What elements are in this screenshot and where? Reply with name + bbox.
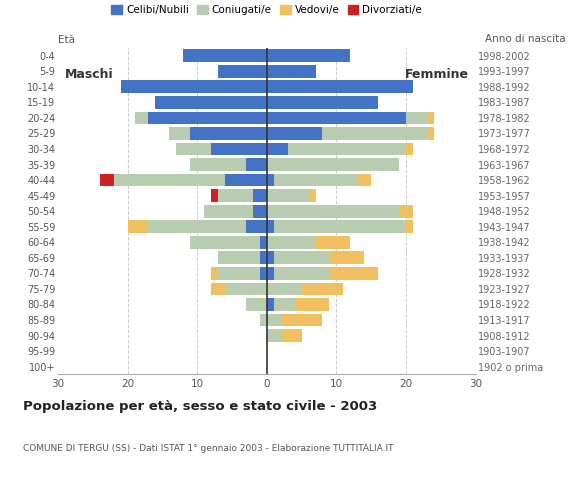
Bar xyxy=(309,189,316,202)
Bar xyxy=(218,252,260,264)
Bar xyxy=(274,298,295,311)
Bar xyxy=(267,81,413,93)
Bar xyxy=(274,174,357,187)
Bar xyxy=(267,236,316,249)
Bar xyxy=(267,174,274,187)
Bar xyxy=(281,313,322,326)
Bar xyxy=(260,267,267,280)
Bar xyxy=(406,111,427,124)
Bar xyxy=(406,220,413,233)
Bar xyxy=(267,96,378,109)
Bar xyxy=(246,220,267,233)
Bar xyxy=(267,313,281,326)
Bar xyxy=(267,189,309,202)
Bar xyxy=(267,127,322,140)
Bar xyxy=(267,158,399,171)
Bar xyxy=(204,205,253,217)
Bar xyxy=(218,189,253,202)
Text: COMUNE DI TERGU (SS) - Dati ISTAT 1° gennaio 2003 - Elaborazione TUTTITALIA.IT: COMUNE DI TERGU (SS) - Dati ISTAT 1° gen… xyxy=(23,444,394,453)
Bar xyxy=(218,65,267,78)
Bar xyxy=(121,81,267,93)
Bar xyxy=(128,220,148,233)
Legend: Celibi/Nubili, Coniugati/e, Vedovi/e, Divorziati/e: Celibi/Nubili, Coniugati/e, Vedovi/e, Di… xyxy=(107,1,426,19)
Bar xyxy=(267,49,350,62)
Bar xyxy=(211,283,225,295)
Bar xyxy=(176,143,211,156)
Text: Popolazione per età, sesso e stato civile - 2003: Popolazione per età, sesso e stato civil… xyxy=(23,400,378,413)
Bar xyxy=(329,267,378,280)
Bar xyxy=(274,252,329,264)
Text: Maschi: Maschi xyxy=(65,68,114,81)
Bar xyxy=(135,111,148,124)
Bar xyxy=(267,205,399,217)
Bar xyxy=(246,158,267,171)
Text: Età: Età xyxy=(58,35,75,45)
Bar xyxy=(329,252,364,264)
Bar xyxy=(211,143,267,156)
Bar xyxy=(211,267,218,280)
Bar xyxy=(246,298,267,311)
Bar xyxy=(295,298,329,311)
Bar xyxy=(399,205,413,217)
Bar xyxy=(218,267,260,280)
Bar xyxy=(281,329,302,342)
Bar xyxy=(260,252,267,264)
Bar xyxy=(267,329,281,342)
Bar xyxy=(155,96,267,109)
Bar xyxy=(267,65,316,78)
Bar xyxy=(190,158,246,171)
Bar xyxy=(148,220,246,233)
Bar xyxy=(211,189,218,202)
Bar xyxy=(225,174,267,187)
Bar xyxy=(267,111,406,124)
Text: Femmine: Femmine xyxy=(405,68,469,81)
Bar xyxy=(427,127,434,140)
Bar xyxy=(316,236,350,249)
Bar xyxy=(267,283,302,295)
Bar xyxy=(274,267,329,280)
Bar xyxy=(114,174,225,187)
Bar xyxy=(148,111,267,124)
Bar xyxy=(190,127,267,140)
Bar xyxy=(302,283,343,295)
Bar xyxy=(288,143,406,156)
Bar xyxy=(406,143,413,156)
Bar xyxy=(267,220,274,233)
Bar xyxy=(100,174,114,187)
Bar xyxy=(274,220,406,233)
Bar xyxy=(225,283,267,295)
Bar xyxy=(253,205,267,217)
Bar xyxy=(260,313,267,326)
Bar xyxy=(169,127,190,140)
Bar xyxy=(322,127,427,140)
Bar xyxy=(267,267,274,280)
Bar xyxy=(190,236,260,249)
Bar xyxy=(267,298,274,311)
Bar xyxy=(253,189,267,202)
Bar xyxy=(183,49,267,62)
Bar xyxy=(267,143,288,156)
Bar xyxy=(267,252,274,264)
Bar xyxy=(427,111,434,124)
Text: Anno di nascita: Anno di nascita xyxy=(485,34,566,44)
Bar xyxy=(260,236,267,249)
Bar xyxy=(357,174,371,187)
